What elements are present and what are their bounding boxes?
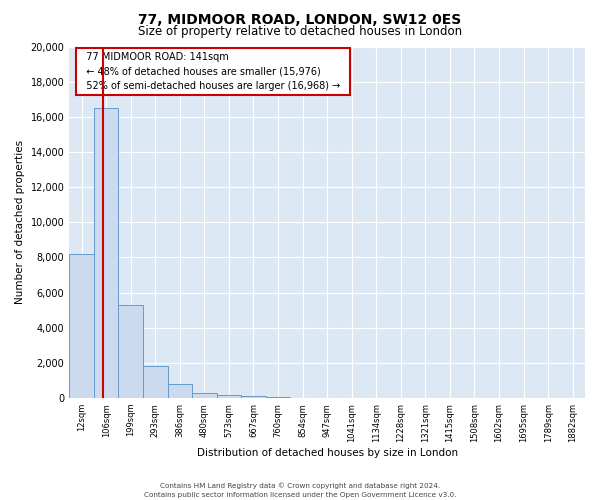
Bar: [167, 384, 192, 398]
Text: 77 MIDMOOR ROAD: 141sqm
  ← 48% of detached houses are smaller (15,976)
  52% of: 77 MIDMOOR ROAD: 141sqm ← 48% of detache…: [80, 52, 346, 92]
Bar: [94, 108, 118, 398]
Bar: [192, 392, 217, 398]
Bar: [143, 366, 167, 398]
Bar: [241, 396, 266, 398]
X-axis label: Distribution of detached houses by size in London: Distribution of detached houses by size …: [197, 448, 458, 458]
Text: Contains HM Land Registry data © Crown copyright and database right 2024.: Contains HM Land Registry data © Crown c…: [160, 482, 440, 489]
Bar: [217, 396, 241, 398]
Bar: [69, 254, 94, 398]
Bar: [266, 397, 290, 398]
Text: Size of property relative to detached houses in London: Size of property relative to detached ho…: [138, 25, 462, 38]
Bar: [118, 305, 143, 398]
Text: Contains public sector information licensed under the Open Government Licence v3: Contains public sector information licen…: [144, 492, 456, 498]
Text: 77, MIDMOOR ROAD, LONDON, SW12 0ES: 77, MIDMOOR ROAD, LONDON, SW12 0ES: [139, 12, 461, 26]
Y-axis label: Number of detached properties: Number of detached properties: [15, 140, 25, 304]
